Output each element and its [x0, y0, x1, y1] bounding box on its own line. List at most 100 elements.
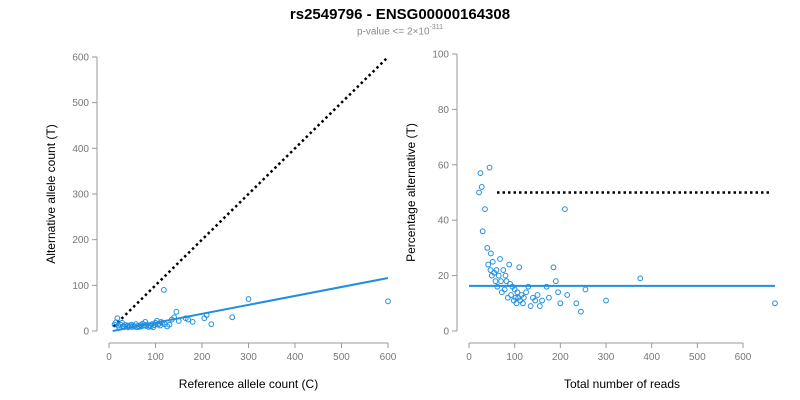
data-point [478, 184, 485, 190]
data-point [484, 245, 491, 251]
data-point [503, 278, 510, 285]
data-point [498, 289, 505, 296]
plot-2: 0 100 200 300 400 500 600 0 20 40 60 80 100 Total num… [404, 50, 778, 391]
x-tick-label: 300 [598, 352, 615, 363]
data-point [506, 261, 513, 268]
data-point [555, 289, 561, 296]
data-point [519, 300, 526, 307]
data-point [485, 261, 492, 268]
x-tick-label: 500 [689, 352, 706, 363]
data-point [385, 298, 391, 305]
data-point [489, 258, 496, 265]
data-point [245, 296, 252, 302]
data-point [520, 294, 527, 301]
p-value-text: p-value <= 2×10 [356, 26, 430, 38]
data-point [208, 321, 215, 328]
y-tick-label: 60 [438, 160, 450, 171]
data-point [557, 300, 564, 307]
data-point [573, 300, 580, 307]
y-tick-label: 300 [72, 190, 89, 201]
x-tick-label: 600 [380, 352, 397, 363]
data-point [160, 287, 167, 293]
data-point [550, 264, 557, 271]
y-tick-label: 100 [72, 281, 89, 292]
y-tick-label: 200 [72, 235, 89, 246]
y-axis-title: Alternative allele count (T) [44, 124, 58, 263]
data-point [516, 264, 523, 271]
data-point [166, 321, 173, 328]
data-point [229, 314, 236, 321]
data-point [527, 303, 534, 309]
data-point [185, 316, 191, 323]
y-tick-label: 600 [72, 53, 89, 64]
data-point [114, 315, 121, 322]
y-tick-label: 20 [438, 271, 450, 282]
x-tick-label: 200 [552, 352, 569, 363]
p-value-exponent: -311 [429, 24, 444, 31]
data-point [488, 250, 494, 257]
y-tick-label: 40 [438, 216, 450, 227]
x-axis-title: Total number of reads [564, 377, 680, 391]
data-point [562, 206, 568, 213]
data-point [500, 267, 507, 273]
x-tick-label: 0 [466, 352, 472, 363]
chart-title: rs2549796 - ENSG00000164308 [289, 6, 511, 23]
data-point [173, 308, 180, 315]
y-tick-label: 500 [72, 98, 89, 109]
data-point [501, 286, 508, 293]
data-point [543, 283, 550, 290]
y-tick-label: 100 [432, 50, 449, 61]
data-point [536, 303, 543, 309]
data-point [523, 289, 529, 296]
data-point [148, 321, 155, 328]
data-point [603, 297, 609, 304]
data-point [546, 294, 552, 301]
data-point [582, 286, 589, 293]
data-point [577, 308, 584, 315]
data-point [479, 228, 486, 235]
x-tick-label: 500 [333, 352, 350, 363]
data-point [476, 189, 482, 196]
data-point [532, 297, 539, 304]
data-point [494, 283, 501, 290]
data-point [512, 294, 519, 301]
data-point [477, 170, 484, 177]
y-tick-label: 0 [443, 327, 449, 338]
x-tick-label: 400 [287, 352, 304, 363]
x-tick-label: 100 [147, 352, 164, 363]
data-point [637, 275, 644, 282]
data-point [487, 267, 494, 273]
x-tick-label: 100 [506, 352, 523, 363]
chart-subtitle: p-value <= 2×10-311 [0, 24, 800, 38]
data-point [495, 272, 502, 279]
data-point [498, 278, 504, 285]
data-point [504, 294, 511, 301]
data-point [513, 300, 520, 307]
data-point [171, 314, 178, 321]
y-tick-label: 400 [72, 144, 89, 155]
data-point [189, 318, 196, 325]
data-point [502, 272, 509, 279]
data-point [508, 292, 514, 298]
data-point [497, 256, 503, 262]
x-tick-label: 300 [240, 352, 257, 363]
data-point [203, 312, 210, 318]
data-point [175, 318, 182, 324]
x-tick-label: 600 [735, 352, 752, 363]
y-tick-label: 80 [438, 105, 450, 116]
y-tick-label: 0 [83, 327, 89, 338]
x-axis-title: Reference allele count (C) [179, 377, 318, 391]
plot-1: 0 100 200 300 400 500 600 0 100 200 300 400 500 600 Re… [44, 53, 397, 392]
data-point [514, 289, 521, 296]
data-point [492, 278, 499, 285]
x-tick-label: 200 [194, 352, 211, 363]
data-point [525, 283, 532, 290]
data-point [772, 300, 778, 307]
data-point [564, 292, 571, 298]
data-point [486, 164, 493, 171]
data-point [539, 297, 545, 304]
data-point [534, 292, 541, 298]
y-axis-title: Percentage alternative (T) [404, 123, 418, 262]
